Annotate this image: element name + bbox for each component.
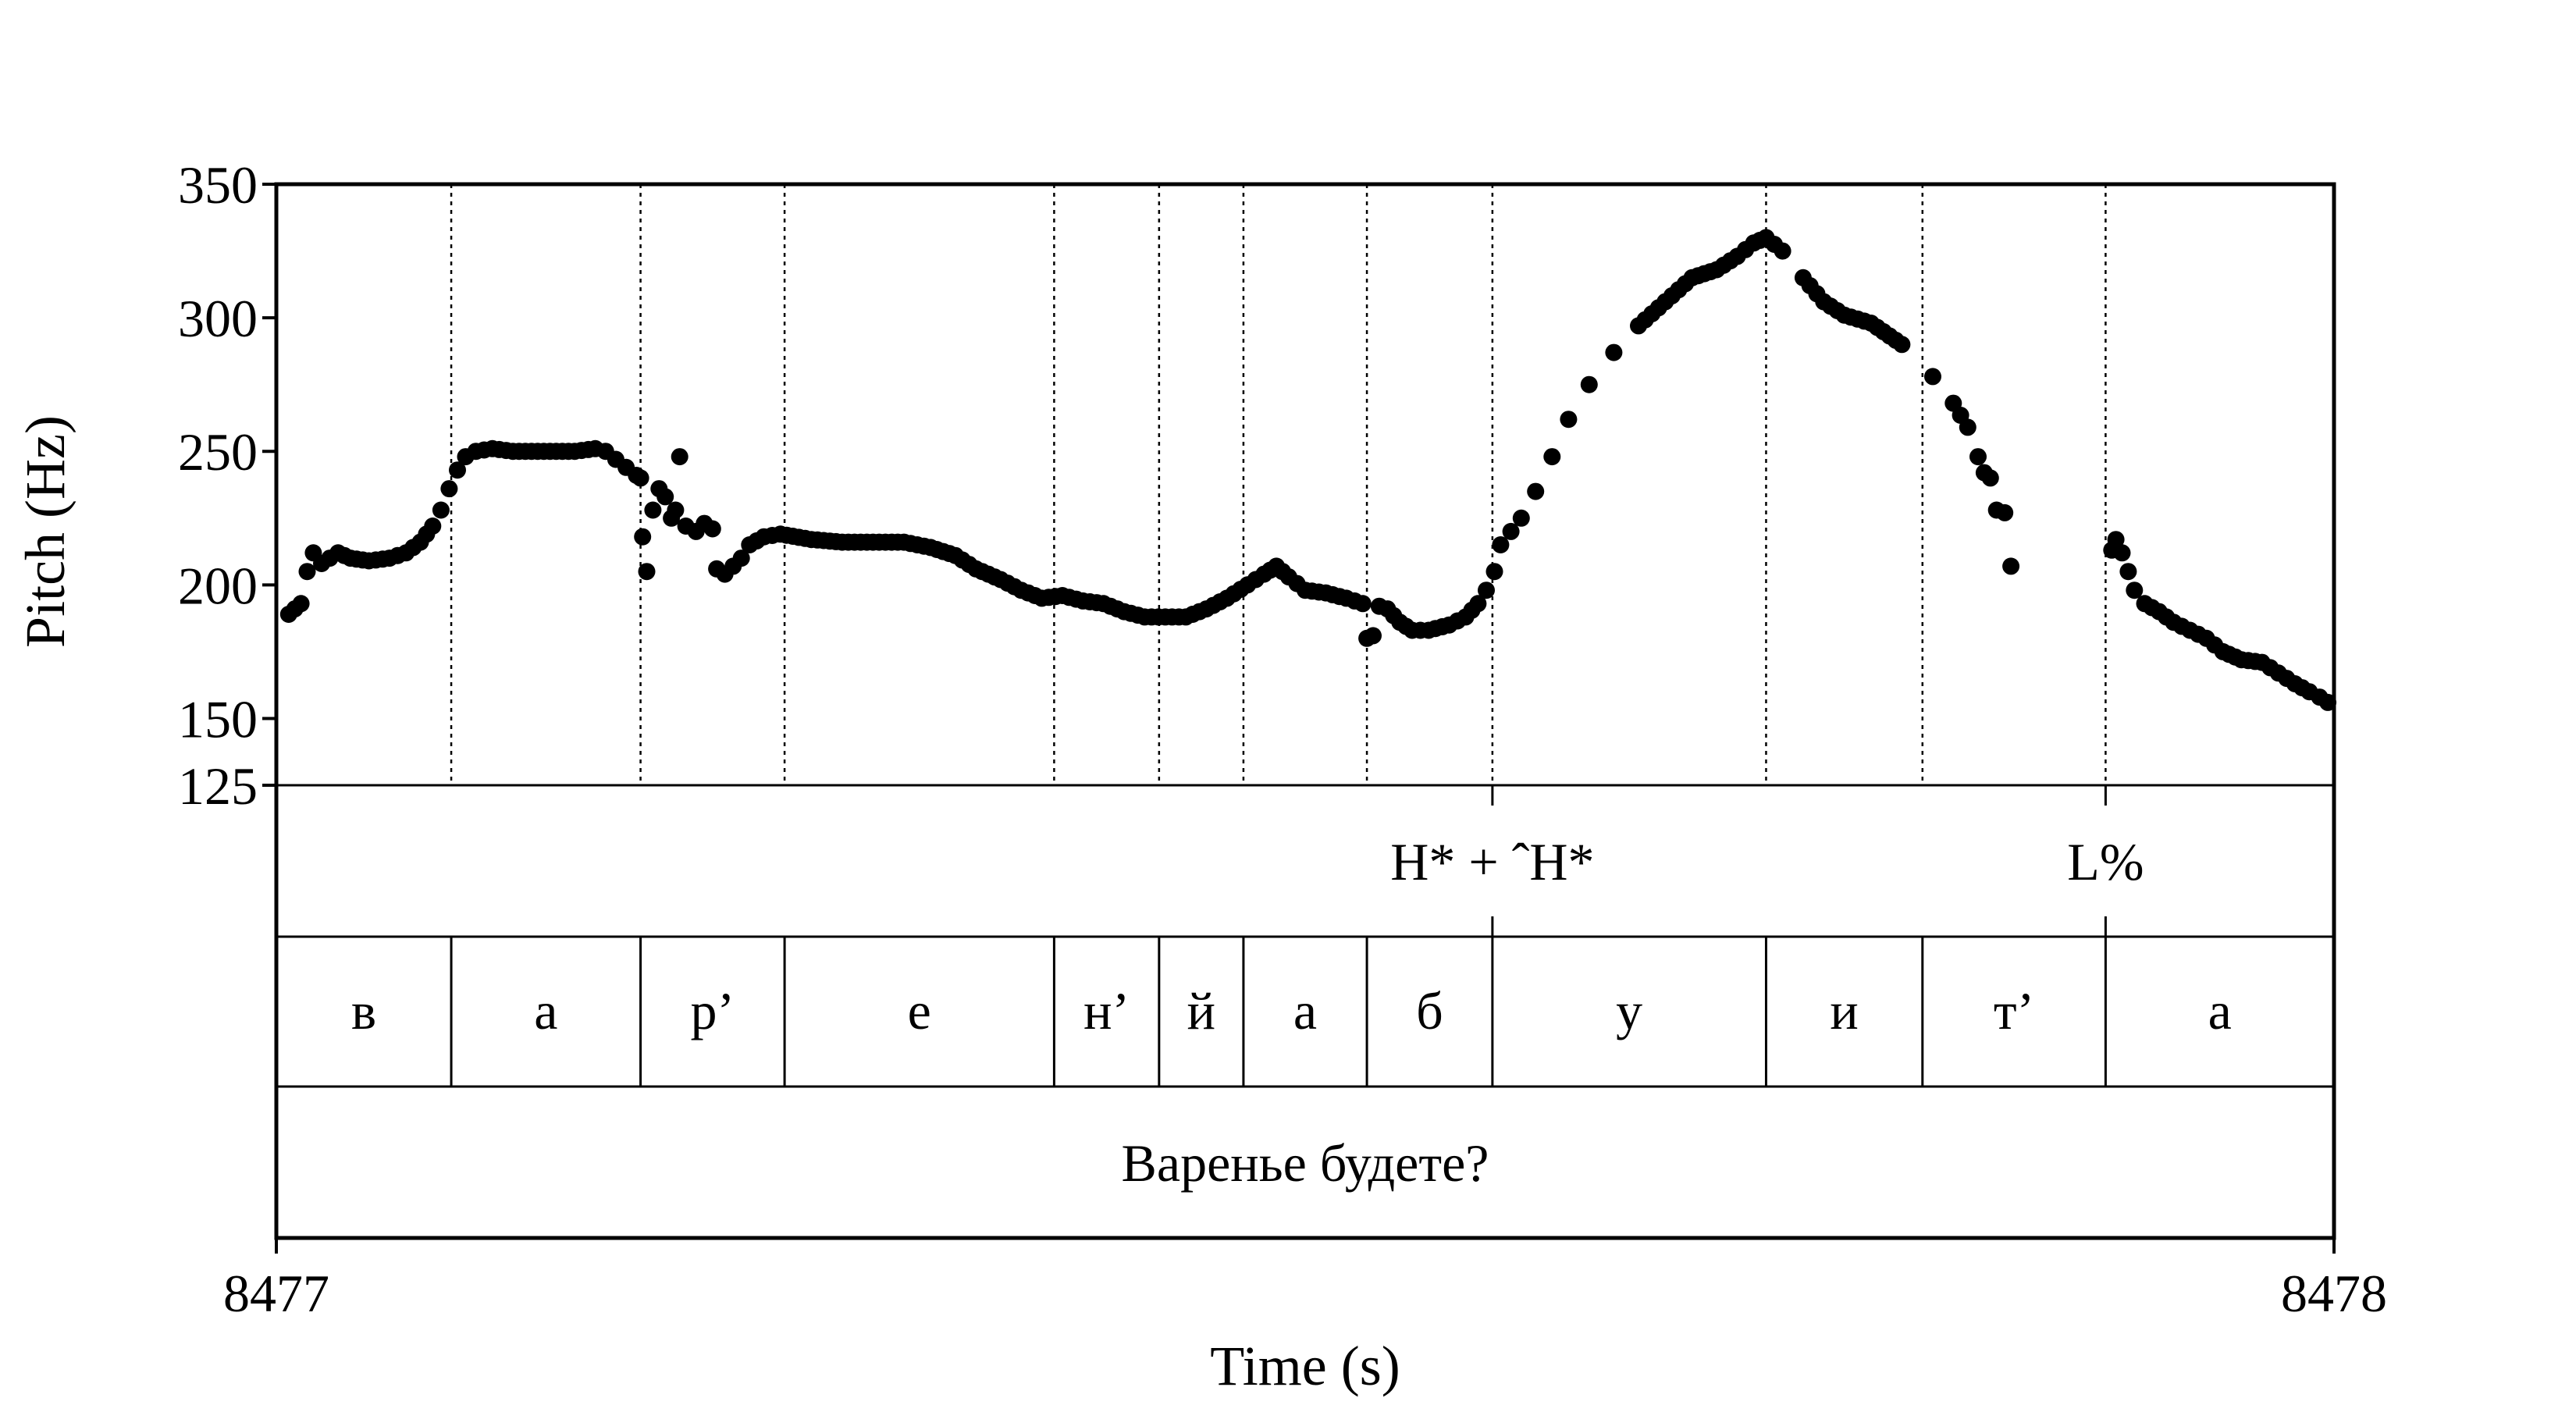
pitch-point <box>632 469 649 487</box>
pitch-point <box>1364 627 1382 645</box>
pitch-point <box>1469 595 1487 613</box>
pitch-points <box>279 229 2337 711</box>
pitch-point <box>1774 242 1791 260</box>
pitch-point <box>449 461 466 479</box>
tone-tier: H* + ˆH* L% <box>1390 785 2144 937</box>
x-tick-label-start: 8477 <box>223 1264 329 1323</box>
tone-label: H* + ˆH* <box>1390 832 1594 891</box>
tone-label: L% <box>2067 832 2144 891</box>
pitch-point <box>644 501 662 519</box>
segment-label: а <box>534 981 557 1040</box>
pitch-point <box>1981 469 1999 487</box>
pitch-point <box>703 520 721 538</box>
pitch-point <box>634 528 652 546</box>
segment-label: й <box>1187 981 1215 1040</box>
y-tick-label: 200 <box>178 556 258 615</box>
x-axis-label: Time (s) <box>1210 1335 1400 1397</box>
pitch-point <box>2126 582 2144 599</box>
pitch-point <box>2119 563 2137 581</box>
pitch-point <box>1502 522 1520 540</box>
pitch-point <box>424 518 442 535</box>
pitch-point <box>1605 343 1623 361</box>
pitch-point <box>292 595 310 613</box>
segment-label: н’ <box>1083 981 1130 1040</box>
segment-label: т’ <box>1994 981 2034 1040</box>
pitch-point <box>1512 509 1530 527</box>
pitch-point <box>671 448 688 466</box>
pitch-point <box>1580 375 1598 393</box>
y-tick-label: 250 <box>178 422 258 482</box>
pitch-point <box>1560 411 1578 429</box>
pitch-point <box>1996 503 2014 521</box>
pitch-point <box>2107 531 2125 549</box>
tier-lines <box>276 784 2334 1088</box>
utterance-label: Варенье будете? <box>1122 1133 1489 1193</box>
segment-tier: в а р’ е н’ й а б у и т’ а <box>351 981 2232 1040</box>
y-tick-label: 125 <box>178 756 258 816</box>
y-axis-ticks: 125 150 200 250 300 350 <box>178 155 2336 1254</box>
pitch-point <box>1959 418 1976 436</box>
x-tick-label-end: 8478 <box>2281 1264 2387 1323</box>
pitch-point <box>1492 536 1510 553</box>
y-tick-label: 350 <box>178 155 258 215</box>
y-tick-label: 150 <box>178 689 258 749</box>
pitch-point <box>432 501 450 519</box>
pitch-point <box>1924 368 1941 386</box>
segment-label: б <box>1416 981 1443 1040</box>
segment-label: у <box>1616 981 1642 1040</box>
pitch-point <box>1527 482 1545 500</box>
pitch-point <box>732 550 750 567</box>
segment-label: и <box>1830 981 1858 1040</box>
pitch-point <box>1969 448 1987 466</box>
pitch-point <box>1485 563 1503 581</box>
pitch-point <box>1543 448 1561 466</box>
plot-frame <box>274 182 2336 1240</box>
pitch-point <box>1478 582 1495 599</box>
y-axis-label: Pitch (Hz) <box>14 415 76 648</box>
segment-label: в <box>351 981 376 1040</box>
pitch-point <box>667 501 685 519</box>
pitch-point <box>2002 557 2020 575</box>
pitch-point <box>440 480 458 498</box>
y-tick-label: 300 <box>178 289 258 348</box>
segment-label: р’ <box>691 981 735 1040</box>
pitch-point <box>1893 336 1911 354</box>
pitch-point <box>638 563 656 581</box>
pitch-point <box>298 563 316 581</box>
pitch-point <box>656 488 674 506</box>
pitch-point <box>2113 544 2131 562</box>
segment-label: а <box>1293 981 1317 1040</box>
segment-boundary-lines <box>450 184 2107 1087</box>
segment-label: а <box>2208 981 2232 1040</box>
segment-label: е <box>908 981 931 1040</box>
pitch-point <box>1354 595 1372 613</box>
